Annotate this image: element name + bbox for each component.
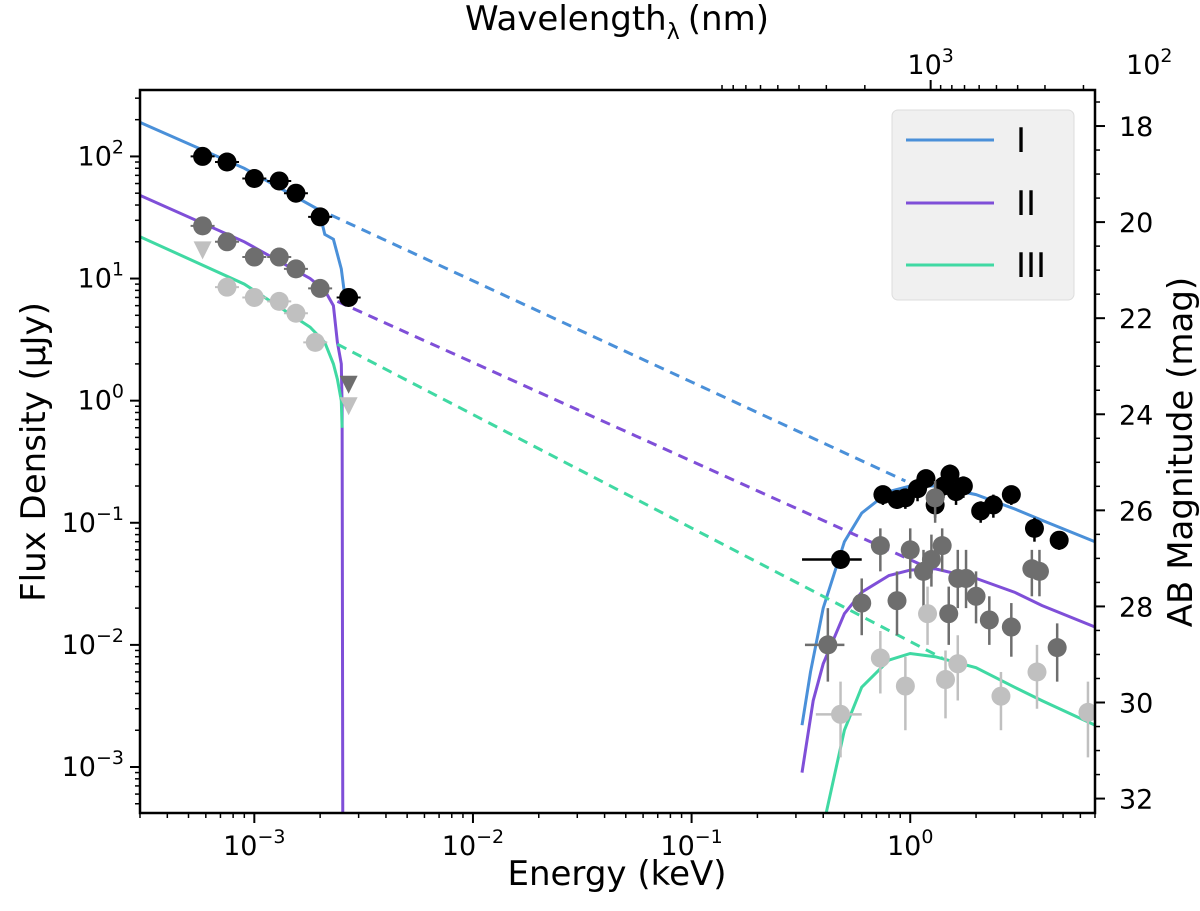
x-tick-label-1: 10−2 <box>442 826 504 862</box>
data-point-III-11 <box>991 686 1011 706</box>
data-point-I-19 <box>983 495 1003 515</box>
y-tick-label-4: 101 <box>78 259 124 295</box>
data-point-III-1 <box>244 287 264 307</box>
x-tick-label-3: 100 <box>887 826 933 862</box>
top-tick-label-0: 103 <box>907 45 953 81</box>
data-point-II-20 <box>1001 617 1021 637</box>
top-tick-label-1: 102 <box>1126 45 1172 81</box>
data-point-III-6 <box>870 648 890 668</box>
right-tick-label-2: 22 <box>1119 304 1153 335</box>
data-point-II-18 <box>966 586 986 606</box>
y-tick-label-2: 10−1 <box>62 503 124 539</box>
right-tick-label-7: 32 <box>1119 785 1153 816</box>
y-tick-label-1: 10−2 <box>62 625 124 661</box>
model-I-extrapolation-line <box>314 206 907 483</box>
data-point-III-9 <box>936 670 956 690</box>
data-point-III-3 <box>286 303 306 323</box>
data-point-III-5 <box>831 704 851 724</box>
data-point-II-15 <box>939 604 959 624</box>
data-point-II-0 <box>193 216 213 236</box>
legend-label-II: II <box>1016 184 1036 224</box>
data-point-I-2 <box>244 168 264 188</box>
data-point-II-7 <box>852 593 872 613</box>
y-tick-label-5: 102 <box>78 136 124 172</box>
model-II-xray-line <box>800 567 1095 773</box>
data-point-I-12 <box>916 469 936 489</box>
data-point-I-7 <box>831 550 851 570</box>
right-tick-label-4: 26 <box>1119 496 1153 527</box>
legend-label-III: III <box>1016 246 1046 286</box>
data-point-II-22 <box>1029 561 1049 581</box>
model-I-xray-line <box>800 484 1095 726</box>
data-point-III-4 <box>305 332 325 352</box>
upper-limit-1 <box>339 375 358 394</box>
data-point-I-15 <box>940 464 960 484</box>
data-point-I-1 <box>217 152 237 172</box>
data-point-II-19 <box>979 610 999 630</box>
data-point-II-4 <box>286 259 306 279</box>
model-III-xray-line <box>824 651 1095 813</box>
data-point-I-17 <box>953 476 973 496</box>
right-tick-label-5: 28 <box>1119 592 1153 623</box>
model-III-optical-line <box>140 235 344 428</box>
data-point-III-8 <box>918 604 938 624</box>
data-point-I-3 <box>269 171 289 191</box>
data-point-I-0 <box>193 146 213 166</box>
data-point-II-6 <box>818 635 838 655</box>
x-axis-label: Energy (keV) <box>507 854 726 894</box>
data-point-II-14 <box>932 536 952 556</box>
data-point-II-10 <box>900 540 920 560</box>
upper-limit-2 <box>339 397 358 416</box>
data-point-II-8 <box>870 536 890 556</box>
data-point-II-3 <box>269 247 289 267</box>
data-point-II-12 <box>921 550 941 570</box>
top-x-axis-label: Wavelengthλ (nm) <box>465 0 769 45</box>
right-tick-label-0: 18 <box>1119 112 1153 143</box>
data-point-II-5 <box>310 278 330 298</box>
data-point-I-22 <box>1049 530 1069 550</box>
legend-label-I: I <box>1016 121 1026 161</box>
data-point-III-2 <box>269 291 289 311</box>
y-tick-label-0: 10−3 <box>62 747 124 783</box>
model-III-extrapolation-line <box>336 342 943 660</box>
data-point-II-2 <box>244 247 264 267</box>
data-point-II-9 <box>887 591 907 611</box>
y-axis-label: Flux Density (μJy) <box>14 302 54 602</box>
data-point-I-4 <box>286 183 306 203</box>
data-point-I-21 <box>1024 518 1044 538</box>
data-point-III-12 <box>1027 662 1047 682</box>
right-tick-label-3: 24 <box>1119 400 1153 431</box>
data-point-II-1 <box>217 232 237 252</box>
data-point-III-13 <box>1078 702 1095 722</box>
data-point-I-5 <box>310 207 330 227</box>
right-tick-label-1: 20 <box>1119 208 1153 239</box>
x-tick-label-0: 10−3 <box>223 826 285 862</box>
data-point-II-17 <box>956 568 976 588</box>
x-tick-label-2: 10−1 <box>660 826 722 862</box>
data-point-III-0 <box>217 277 237 297</box>
right-tick-label-6: 30 <box>1119 689 1153 720</box>
right-y-axis-label: AB Magnitude (mag) <box>1161 277 1200 627</box>
model-II-extrapolation-line <box>336 300 929 569</box>
data-point-II-23 <box>1047 638 1067 658</box>
plot-area <box>140 121 1095 813</box>
legend-box <box>891 109 1075 301</box>
data-point-I-20 <box>1001 485 1021 505</box>
model-II-optical-line <box>140 194 345 813</box>
data-point-III-10 <box>948 654 968 674</box>
y-tick-label-3: 100 <box>78 381 124 417</box>
data-point-II-13 <box>925 488 945 508</box>
plot-frame <box>138 88 1097 815</box>
data-point-III-7 <box>895 676 915 696</box>
data-point-I-6 <box>339 287 359 307</box>
legend: I II III <box>891 109 1075 301</box>
upper-limit-0 <box>193 241 212 260</box>
